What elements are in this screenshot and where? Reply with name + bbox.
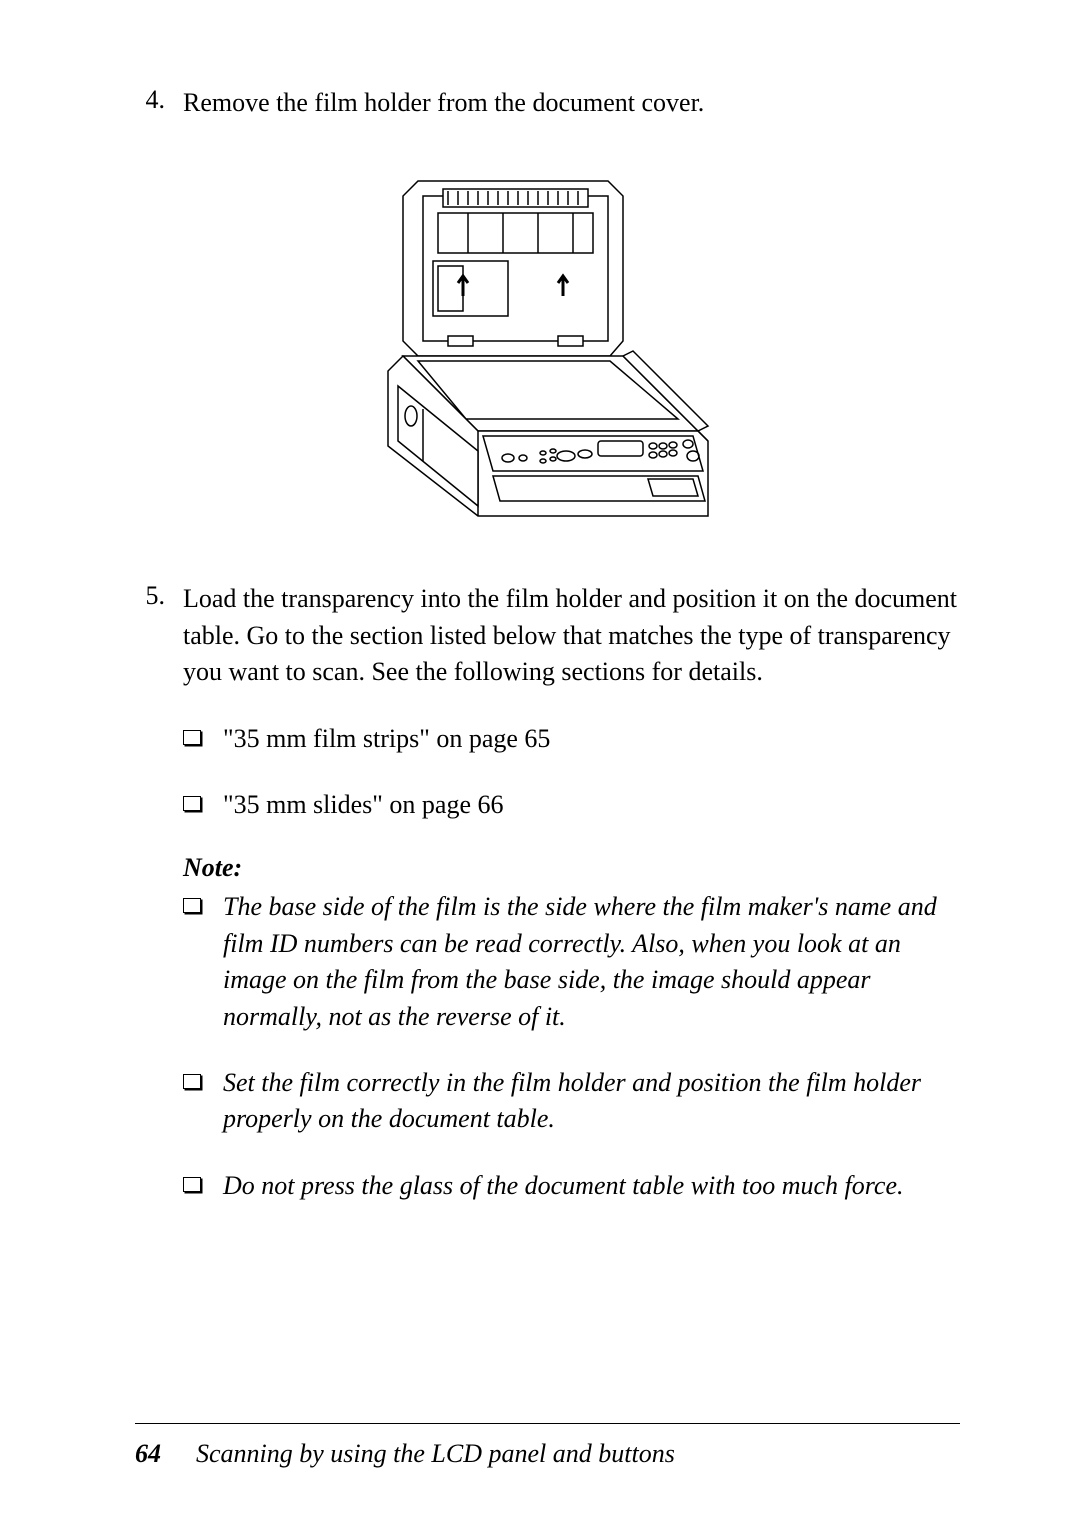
- page-content: 4. Remove the film holder from the docum…: [0, 0, 1080, 1294]
- note-item-2: Do not press the glass of the document t…: [183, 1168, 960, 1204]
- note-item-1-text: Set the film correctly in the film holde…: [223, 1065, 960, 1138]
- bullet-icon: [183, 898, 201, 913]
- step-4: 4. Remove the film holder from the docum…: [135, 85, 960, 121]
- bullet-icon: [183, 730, 201, 745]
- step-5-number: 5.: [135, 581, 183, 690]
- note-block: Note: The base side of the film is the s…: [183, 853, 960, 1204]
- step-5-text: Load the transparency into the film hold…: [183, 581, 960, 690]
- sub-item-0: "35 mm film strips" on page 65: [183, 721, 960, 757]
- step-4-number: 4.: [135, 85, 183, 121]
- sub-item-1-text: "35 mm slides" on page 66: [223, 787, 503, 823]
- bullet-icon: [183, 1074, 201, 1089]
- page-footer: 64 Scanning by using the LCD panel and b…: [135, 1423, 960, 1469]
- step-4-text: Remove the film holder from the document…: [183, 85, 960, 121]
- step-5: 5. Load the transparency into the film h…: [135, 581, 960, 690]
- note-heading: Note:: [183, 853, 960, 883]
- sub-list: "35 mm film strips" on page 65 "35 mm sl…: [183, 721, 960, 824]
- page-number: 64: [135, 1439, 161, 1469]
- note-item-0: The base side of the film is the side wh…: [183, 889, 960, 1035]
- bullet-icon: [183, 796, 201, 811]
- printer-illustration: [135, 161, 960, 526]
- printer-svg: [348, 161, 748, 521]
- sub-item-1: "35 mm slides" on page 66: [183, 787, 960, 823]
- sub-item-0-text: "35 mm film strips" on page 65: [223, 721, 550, 757]
- note-item-1: Set the film correctly in the film holde…: [183, 1065, 960, 1138]
- note-item-2-text: Do not press the glass of the document t…: [223, 1168, 960, 1204]
- note-item-0-text: The base side of the film is the side wh…: [223, 889, 960, 1035]
- footer-title: Scanning by using the LCD panel and butt…: [196, 1439, 675, 1469]
- bullet-icon: [183, 1177, 201, 1192]
